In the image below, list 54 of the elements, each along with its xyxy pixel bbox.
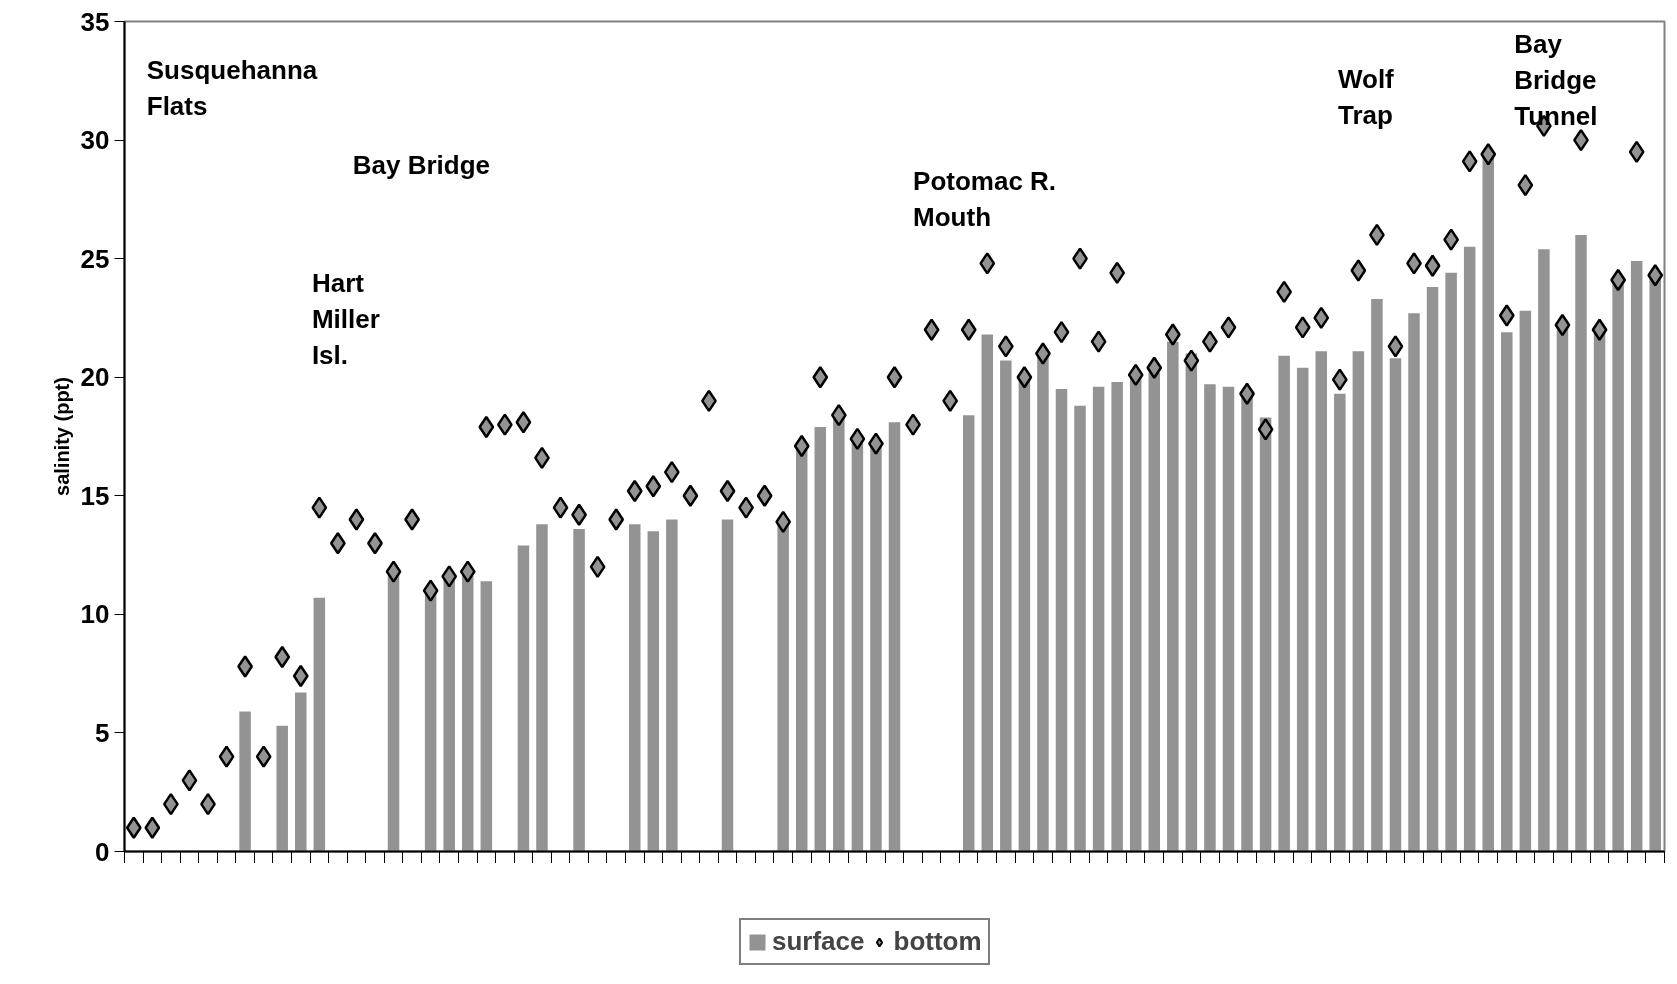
bar xyxy=(721,519,734,852)
annotation: Hart Miller Isl. xyxy=(311,268,380,371)
bar xyxy=(1463,246,1476,852)
y-tick-label: 5 xyxy=(95,717,110,748)
bar xyxy=(536,524,548,852)
annotation: Potomac R. Mouth xyxy=(913,166,1057,233)
bar xyxy=(962,415,975,852)
legend-label: surface xyxy=(772,926,865,957)
bar xyxy=(666,519,678,852)
y-tick-label: 30 xyxy=(80,125,110,156)
bar xyxy=(647,531,660,852)
bar xyxy=(981,334,994,852)
bar xyxy=(1000,360,1012,852)
y-tick-label: 20 xyxy=(80,362,110,393)
annotation: Wolf Trap xyxy=(1337,64,1395,131)
bar xyxy=(1538,249,1550,852)
bar xyxy=(1371,298,1383,852)
bar xyxy=(1055,389,1068,852)
bar xyxy=(814,427,827,852)
y-axis-title: salinity (ppt) xyxy=(50,377,73,496)
bar xyxy=(888,422,901,852)
bar xyxy=(628,524,641,852)
y-tick-label: 15 xyxy=(80,480,110,511)
bar xyxy=(480,581,493,852)
bar xyxy=(517,545,530,852)
bar xyxy=(1296,367,1309,852)
legend-label: bottom xyxy=(893,926,982,957)
annotation: Bay Bridge Tunnel xyxy=(1514,28,1598,131)
y-tick-label: 25 xyxy=(80,243,110,274)
bar xyxy=(1278,355,1290,852)
y-tick-label: 10 xyxy=(80,599,110,630)
bar xyxy=(1222,386,1235,852)
bar xyxy=(1445,272,1457,852)
bar xyxy=(1204,384,1216,852)
bar xyxy=(1408,313,1420,852)
bar xyxy=(1074,405,1086,852)
annotation: Bay Bridge xyxy=(352,149,490,180)
bar xyxy=(1259,417,1272,852)
bar xyxy=(1315,351,1327,852)
bar xyxy=(1630,261,1643,852)
bar xyxy=(1519,310,1532,852)
bar xyxy=(1501,332,1513,852)
y-tick-label: 0 xyxy=(95,836,110,867)
bar xyxy=(1111,381,1123,852)
annotation: Susquehanna Flats xyxy=(146,54,318,121)
bar xyxy=(1092,386,1105,852)
bar xyxy=(276,725,288,852)
bar xyxy=(295,692,307,852)
bar xyxy=(1426,287,1439,852)
bar xyxy=(1352,351,1365,852)
bar xyxy=(313,597,326,852)
y-tick-label: 35 xyxy=(80,6,110,37)
bar xyxy=(1575,234,1587,852)
bar xyxy=(239,711,251,852)
